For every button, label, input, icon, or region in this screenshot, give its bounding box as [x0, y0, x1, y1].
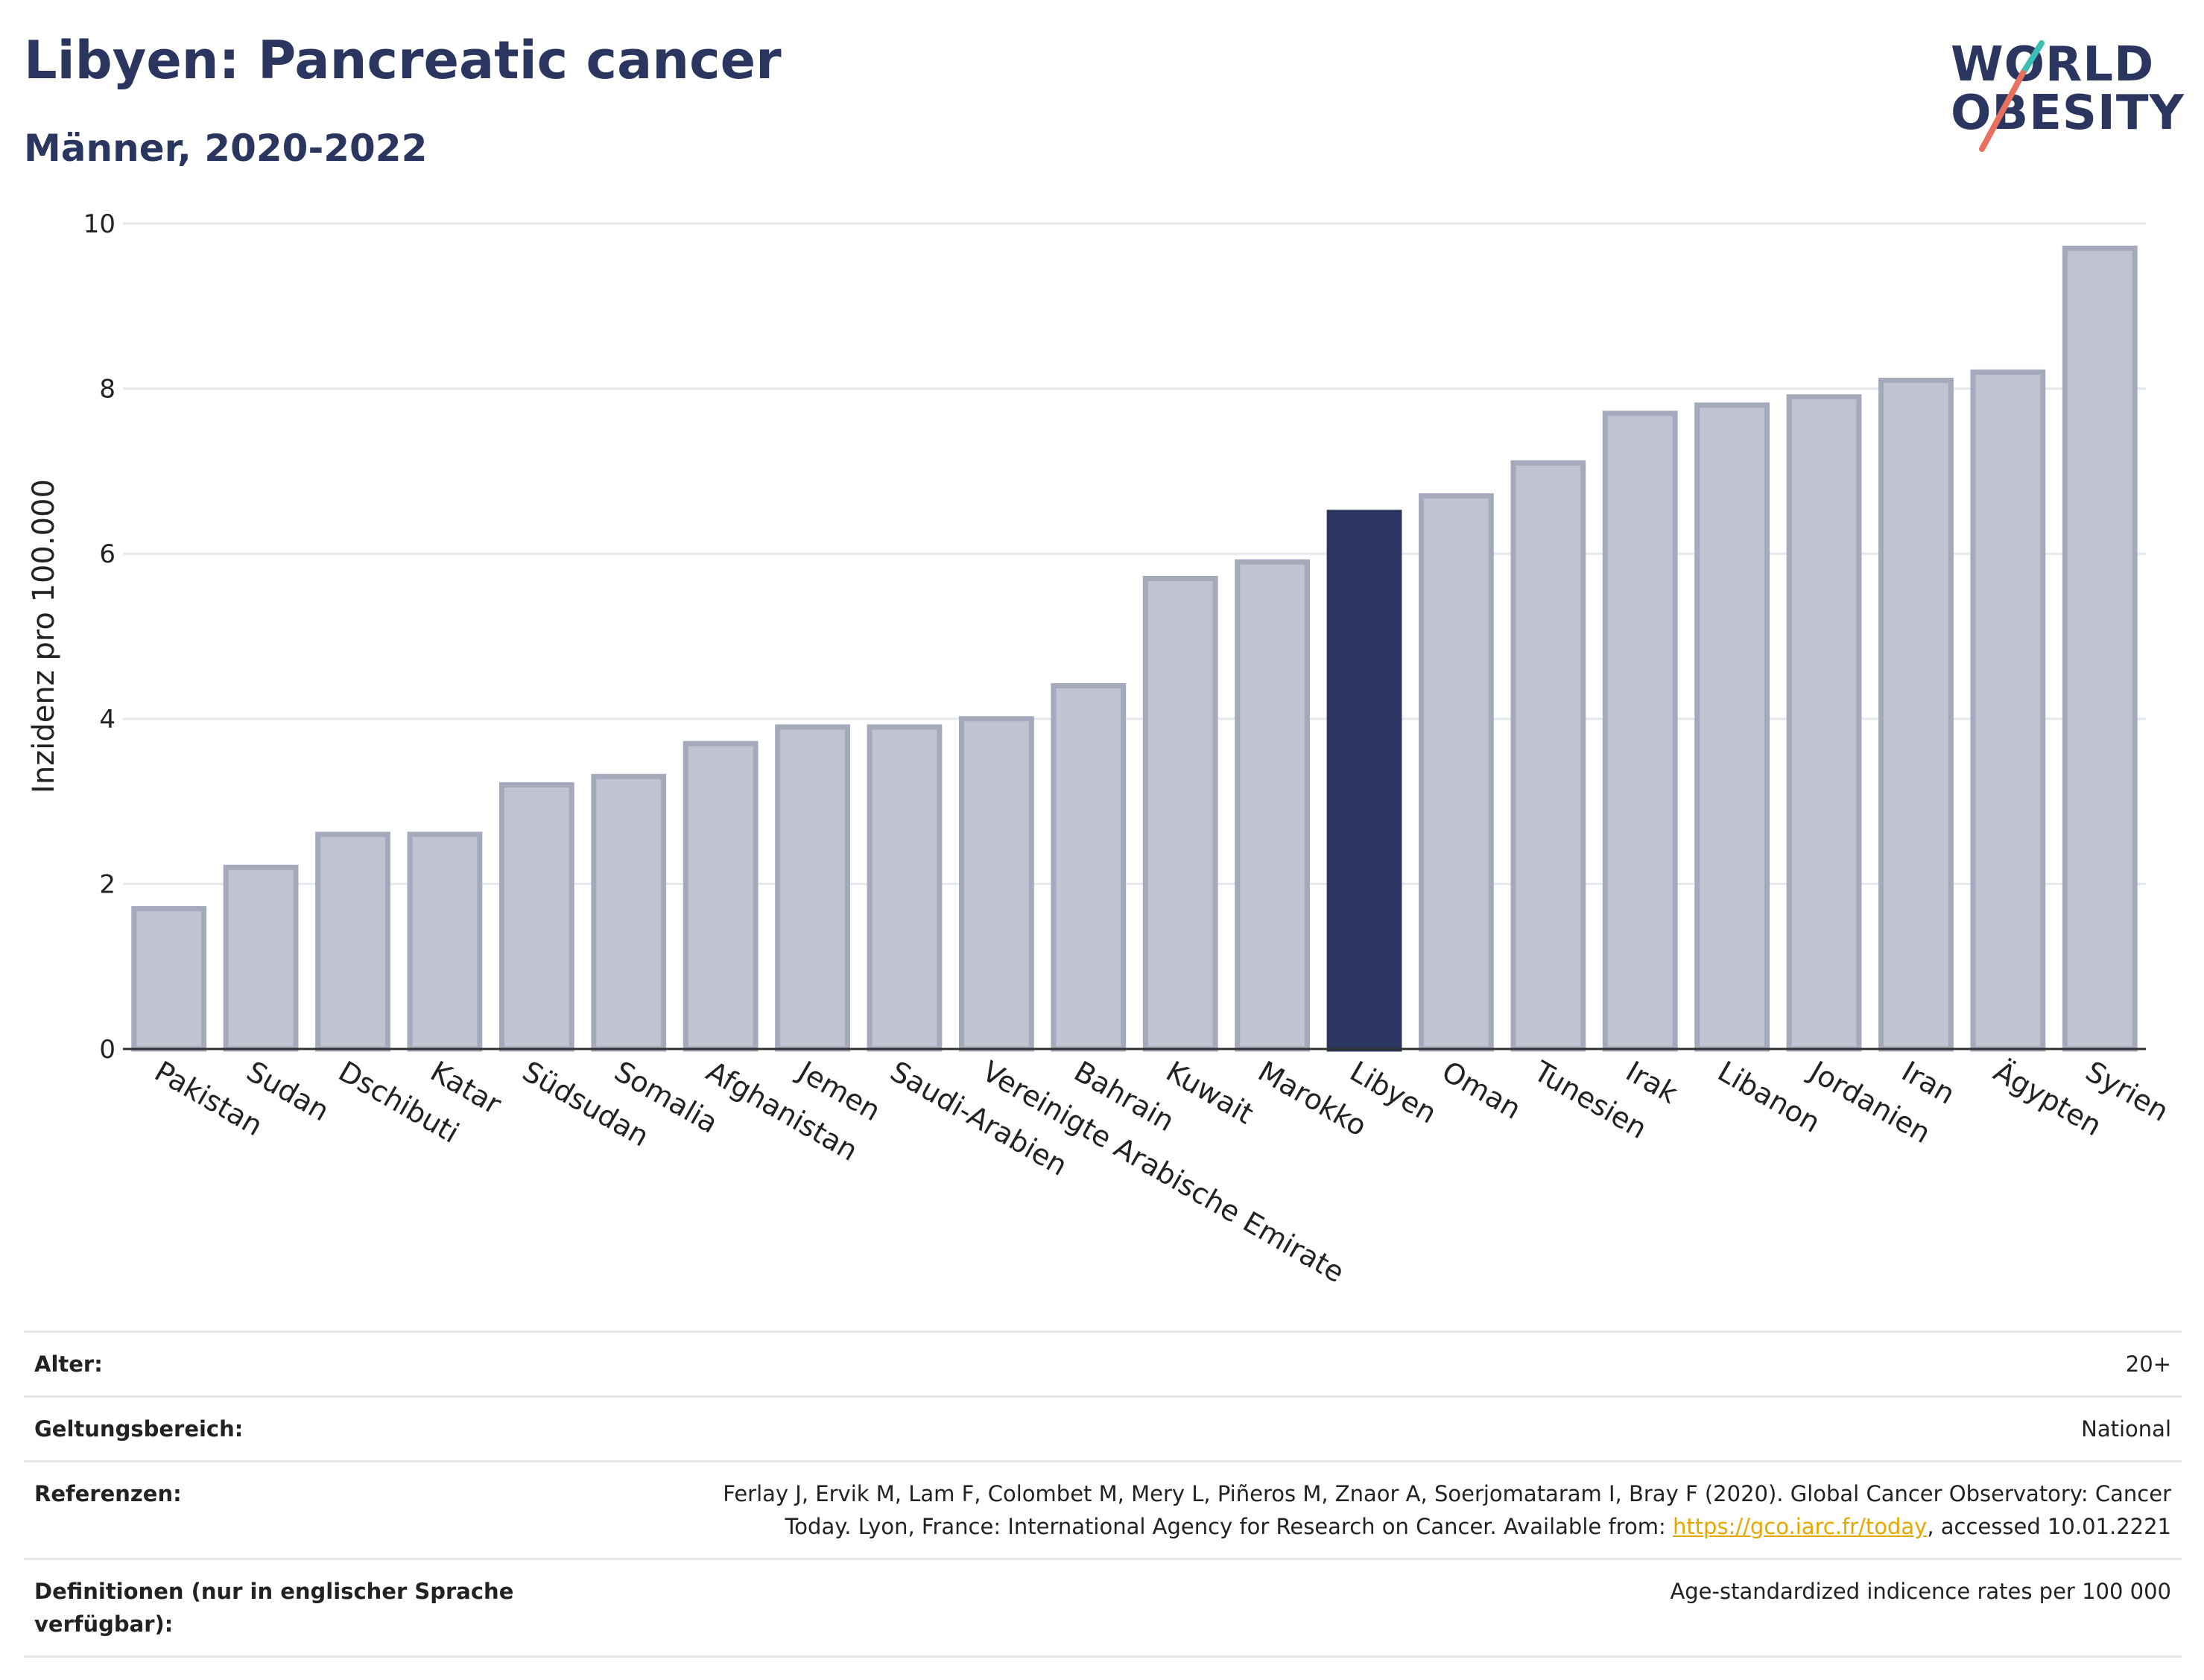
bar-vereinigte-arabische-emirate[interactable] [958, 716, 1034, 1052]
info-value: Ferlay J, Ervik M, Lam F, Colombet M, Me… [712, 1462, 2182, 1558]
logo-slash-icon [1979, 40, 2045, 152]
bar-afghanistan[interactable] [683, 741, 759, 1052]
logo-line1: WORLD [1951, 37, 2155, 92]
y-tick-label: 0 [99, 1035, 115, 1065]
info-table: Alter: 20+ Geltungsbereich: National Ref… [24, 1331, 2182, 1658]
reference-line-2: Today. Lyon, France: International Agenc… [723, 1510, 2171, 1543]
info-row-age: Alter: 20+ [24, 1331, 2182, 1395]
world-obesity-logo: WORLD OBESITY [1937, 22, 2191, 156]
definitions-label-line-1: Definitionen (nur in englischer Sprache [34, 1579, 514, 1604]
x-tick-label: Iran [1896, 1055, 1960, 1111]
y-tick-label: 2 [99, 869, 115, 899]
info-label: Geltungsbereich: [34, 1416, 244, 1442]
page-title: Libyen: Pancreatic cancer [24, 30, 782, 91]
x-tick-label: Irak [1621, 1055, 1683, 1110]
info-value: Age-standardized indicence rates per 100… [1670, 1579, 2171, 1604]
info-value: 20+ [2125, 1351, 2171, 1377]
reference-text: Today. Lyon, France: International Agenc… [785, 1514, 1673, 1539]
bar-marokko[interactable] [1235, 559, 1311, 1052]
bar-iran[interactable] [1878, 378, 1954, 1052]
bar-irak[interactable] [1602, 411, 1678, 1052]
bar-somalia[interactable] [591, 773, 667, 1052]
info-value: National [2081, 1416, 2171, 1442]
y-tick-label: 10 [83, 209, 115, 239]
bar-jordanien[interactable] [1786, 394, 1862, 1052]
info-label: Referenzen: [34, 1481, 182, 1506]
reference-accessed: , accessed 10.01.2221 [1927, 1514, 2171, 1539]
y-axis-ticks: 0 2 4 6 8 10 [83, 209, 115, 1065]
bar-sudan[interactable] [223, 864, 299, 1052]
info-row-references: Referenzen: Ferlay J, Ervik M, Lam F, Co… [24, 1460, 2182, 1558]
bar-ägypten[interactable] [1970, 369, 2046, 1052]
bars [131, 245, 2138, 1052]
y-tick-label: 8 [99, 375, 115, 405]
bar-saudi-arabien[interactable] [867, 724, 943, 1052]
bar-syrien[interactable] [2062, 245, 2138, 1052]
page-subtitle: Männer, 2020-2022 [24, 127, 428, 170]
bar-kuwait[interactable] [1142, 575, 1218, 1052]
bar-dschibuti[interactable] [315, 831, 390, 1052]
reference-line-1: Ferlay J, Ervik M, Lam F, Colombet M, Me… [723, 1481, 2171, 1506]
bar-oman[interactable] [1419, 493, 1494, 1052]
info-row-definitions: Definitionen (nur in englischer Sprache … [24, 1558, 2182, 1658]
bar-libyen[interactable] [1326, 510, 1402, 1052]
info-label: Definitionen (nur in englischer Sprache … [24, 1560, 581, 1655]
x-tick-label: Libanon [1712, 1055, 1825, 1139]
definitions-label-line-2: verfügbar): [34, 1611, 174, 1637]
bar-jemen[interactable] [775, 724, 850, 1052]
info-label: Alter: [34, 1351, 103, 1377]
bar-südsudan[interactable] [498, 782, 574, 1052]
x-tick-label: Kuwait [1161, 1055, 1259, 1131]
bar-tunesien[interactable] [1510, 460, 1586, 1052]
info-row-scope: Geltungsbereich: National [24, 1395, 2182, 1460]
y-tick-label: 6 [99, 539, 115, 569]
bar-libanon[interactable] [1694, 402, 1770, 1052]
bar-bahrain[interactable] [1051, 682, 1127, 1052]
bar-katar[interactable] [407, 831, 483, 1052]
y-tick-label: 4 [99, 705, 115, 735]
x-tick-label: Oman [1437, 1055, 1527, 1126]
y-axis-label: Inzidenz pro 100.000 [27, 479, 61, 793]
bar-pakistan[interactable] [131, 906, 207, 1052]
reference-link[interactable]: https://gco.iarc.fr/today [1672, 1514, 1928, 1539]
